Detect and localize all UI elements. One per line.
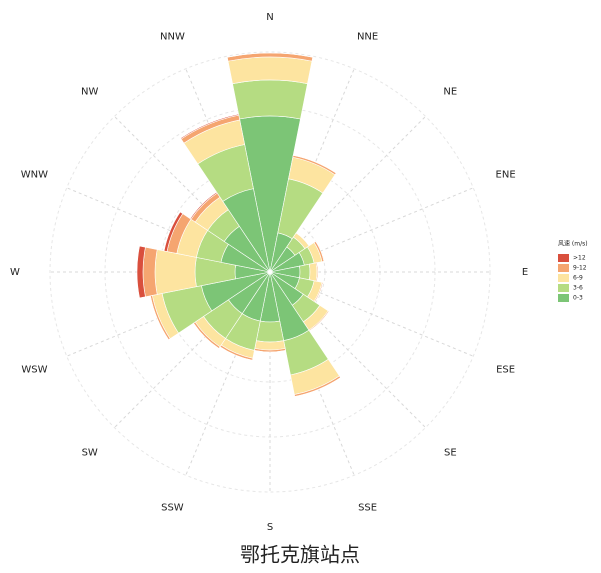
legend-label: 9-12 [573,265,587,272]
direction-label: NW [81,87,98,98]
bar-segment [142,246,158,298]
bar-segment [136,245,146,299]
bar-segment [180,113,240,140]
legend-label: 0-3 [573,295,583,302]
bar-segment [227,56,313,85]
bar-segment [315,241,325,262]
direction-label: NNW [160,31,185,42]
grid-ring [49,51,491,493]
legend-swatch [558,254,569,262]
direction-label: NNE [357,31,378,42]
direction-label: NE [443,87,457,98]
direction-label: SW [82,447,98,458]
bar-segment [163,211,184,252]
legend-swatch [558,294,569,302]
bar-segment [232,79,308,120]
direction-label: WNW [21,169,48,180]
bars [136,52,341,397]
direction-label: SSE [358,503,377,514]
direction-label: ESE [496,365,515,376]
legend-label: 6-9 [573,275,583,282]
center [267,269,273,275]
direction-label: ENE [496,169,516,180]
bar-segment [255,320,285,343]
legend-title: 风速 (m/s) [558,241,588,248]
legend-swatch [558,274,569,282]
legend-swatch [558,284,569,292]
direction-label: S [267,522,273,533]
bar-segment [299,263,311,281]
direction-label: W [10,267,20,278]
direction-label: SE [444,447,457,458]
legend-swatch [558,264,569,272]
direction-label: WSW [21,365,47,376]
bar-segment [308,262,318,282]
legend-label: 3-6 [573,285,583,292]
bar-segment [254,340,286,351]
legend-label: >12 [573,255,586,262]
direction-label: E [522,267,528,278]
chart-title: 鄂托克旗站点 [240,543,360,567]
direction-label: N [266,12,273,23]
direction-label: SSW [161,503,184,514]
